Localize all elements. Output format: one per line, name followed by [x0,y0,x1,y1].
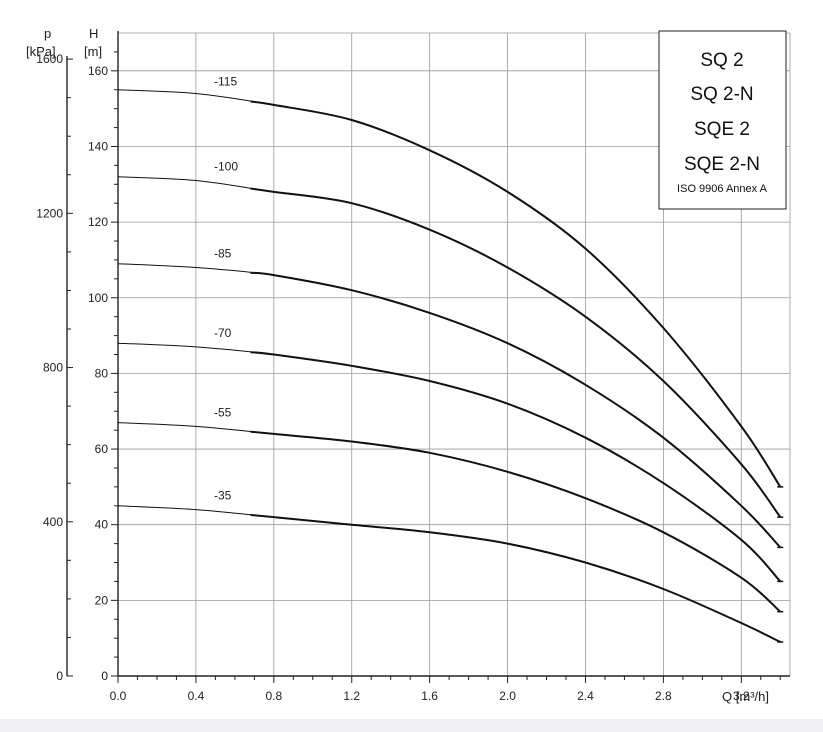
curve-bold-n115 [250,100,782,488]
head-tick-label: 100 [88,291,108,305]
axes [66,31,790,683]
x-tick-label: 2.4 [577,689,594,703]
pressure-tick-label: 1200 [36,206,63,220]
x-tick-label: 2.8 [655,689,672,703]
curve-label-n35: -35 [214,489,232,503]
curve-n100 [117,176,781,518]
x-tick-label: 0.8 [265,689,282,703]
x-axis-label: Q [m³/h] [722,689,769,704]
curve-n35 [117,505,781,643]
grid [118,32,791,676]
head-axis-label-unit: [m] [84,44,102,59]
head-tick-label: 40 [95,518,109,532]
x-tick-label: 3.2 [733,689,750,703]
x-tick-label: 2.0 [499,689,516,703]
legend-title-3: SQE 2 [694,119,750,140]
curve-bold-n55 [250,430,781,613]
curve-label-n100: -100 [214,160,238,174]
head-tick-label: 120 [88,215,108,229]
head-axis-label-top: H [89,26,98,41]
head-tick-label: 20 [95,593,109,607]
head-tick-label: 140 [88,139,108,153]
curve-bold-n35 [250,513,781,643]
pressure-axis-label-top: p [44,26,51,41]
curve-bold-n100 [250,187,782,518]
curve-labels: -115 -100 -85 -70 -55 -35 [214,75,238,503]
pressure-tick-label: 1600 [36,52,63,66]
x-tick-label: 0.4 [188,689,205,703]
legend-title-2: SQ 2-N [690,84,753,105]
curve-label-n115: -115 [214,75,237,89]
bottom-strip [0,719,823,732]
curve-n70 [117,342,781,582]
pressure-axis-label-unit: [kPa] [26,44,56,59]
curves [117,89,784,643]
legend-title-1: SQ 2 [700,50,743,71]
pressure-tick-label: 800 [43,361,63,375]
head-tick-label: 80 [95,366,109,380]
curve-label-n55: -55 [214,405,232,419]
head-tick-label: 160 [88,64,108,78]
pressure-tick-label: 0 [56,669,63,683]
pressure-tick-label: 400 [43,515,63,529]
curve-label-n85: -85 [214,247,232,261]
head-tick-label: 60 [95,442,109,456]
x-tick-label: 1.2 [343,689,360,703]
x-tick-label: 1.6 [421,689,438,703]
legend-title-4: SQE 2-N [684,154,760,175]
curve-label-n70: -70 [214,326,232,340]
legend-box: SQ 2 SQ 2-N SQE 2 SQE 2-N ISO 9906 Annex… [658,30,787,210]
x-tick-label: 0.0 [110,689,127,703]
curve-bold-n70 [250,351,782,583]
legend-standard: ISO 9906 Annex A [677,183,768,195]
curve-bold-n85 [250,271,782,549]
head-tick-label: 0 [101,669,108,683]
